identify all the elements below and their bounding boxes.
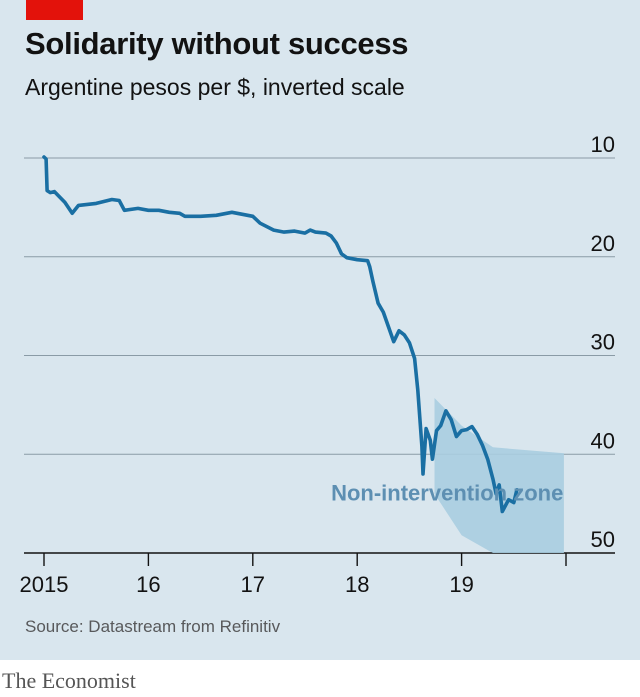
brand-red-tag [26,0,83,20]
y-tick-label: 10 [591,132,615,157]
zone-annotation: Non-intervention zone [331,481,563,506]
series-line-0 [42,155,519,514]
non-intervention-zone [434,398,564,553]
chart-svg: 10 20 30 40 50 2015 16 17 18 19 Non-intervention z… [20,132,615,597]
x-tick-label: 19 [449,572,473,597]
x-tick-label: 16 [136,572,160,597]
y-tick-label: 40 [591,428,615,453]
chart-subtitle: Argentine pesos per $, inverted scale [25,74,405,100]
y-tick-label: 50 [591,527,615,552]
y-tick-label: 20 [591,231,615,256]
x-tick-label: 2015 [20,572,69,597]
labels-layer: 10 20 30 40 50 2015 16 17 18 19 Non-intervention z… [20,132,615,597]
series-layer [42,155,519,514]
x-tick-label: 17 [241,572,265,597]
zone-layer [434,398,564,553]
x-tick-label: 18 [345,572,369,597]
y-tick-label: 30 [591,330,615,355]
publisher-brand: The Economist [2,668,136,693]
x-axis [43,553,567,566]
chart-title: Solidarity without success [25,26,409,61]
source-note: Source: Datastream from Refinitiv [25,617,281,636]
